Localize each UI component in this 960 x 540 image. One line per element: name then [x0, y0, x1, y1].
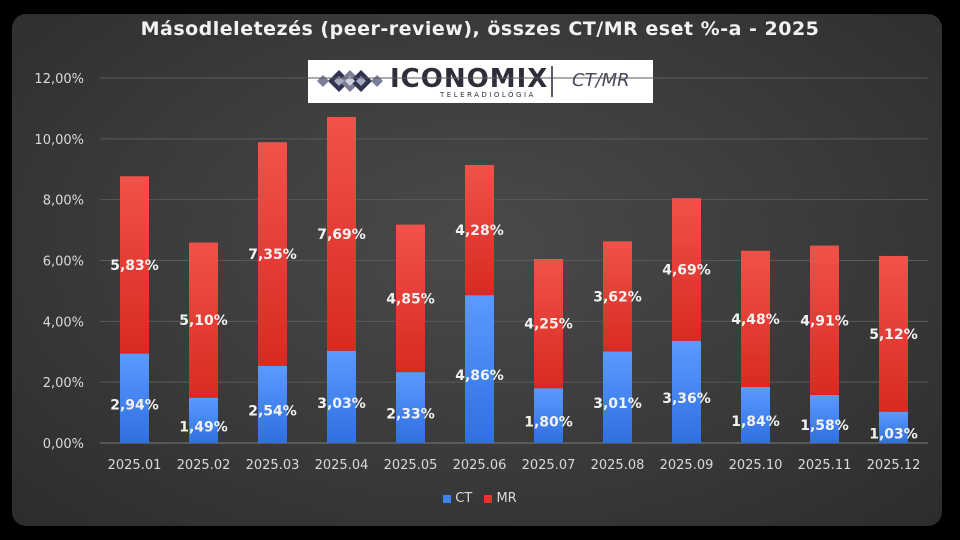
- y-tick-label: 2,00%: [43, 376, 84, 391]
- bar-ct-2025.10: [741, 387, 770, 443]
- x-tick-label: 2025.06: [453, 458, 507, 473]
- data-label-mr: 4,91%: [800, 313, 849, 329]
- bar-mr-2025.04: [327, 116, 356, 351]
- logo-tag: CT/MR: [572, 70, 630, 91]
- bar-mr-2025.12: [879, 255, 908, 412]
- y-tick-label: 6,00%: [43, 255, 84, 270]
- data-label-mr: 4,85%: [386, 291, 435, 307]
- y-tick-label: 0,00%: [43, 437, 84, 452]
- bar-mr-2025.11: [810, 245, 839, 395]
- bar-mr-2025.07: [534, 258, 563, 389]
- x-tick-label: 2025.04: [315, 458, 369, 473]
- data-label-mr: 4,69%: [662, 262, 711, 278]
- bar-mr-2025.03: [258, 142, 287, 366]
- logo-banner: ICONOMIX TELERADIOLÓGIA CT/MR: [308, 60, 653, 103]
- bar-ct-2025.08: [603, 351, 632, 443]
- bars: [120, 116, 908, 443]
- grid-lines: [100, 77, 928, 444]
- data-label-ct: 1,03%: [869, 426, 918, 442]
- x-tick-label: 2025.01: [108, 458, 162, 473]
- logo-divider: [551, 66, 553, 97]
- bar-mr-2025.10: [741, 250, 770, 388]
- data-label-ct: 3,01%: [593, 396, 642, 412]
- x-tick-label: 2025.09: [660, 458, 714, 473]
- bar-ct-2025.04: [327, 350, 356, 443]
- data-label-mr: 5,12%: [869, 327, 918, 343]
- chart-title: Másodleletezés (peer-review), összes CT/…: [140, 18, 820, 40]
- bar-ct-2025.02: [189, 397, 218, 443]
- data-label-ct: 3,36%: [662, 391, 711, 407]
- bar-ct-2025.05: [396, 372, 425, 443]
- legend-label-ct: CT: [455, 491, 473, 506]
- bar-mr-2025.06: [465, 164, 494, 296]
- bar-mr-2025.08: [603, 241, 632, 352]
- legend-swatch-ct: [443, 494, 452, 503]
- x-tick-label: 2025.10: [729, 458, 783, 473]
- data-label-mr: 4,48%: [731, 312, 780, 328]
- data-label-mr: 4,25%: [524, 317, 573, 333]
- bar-ct-2025.01: [120, 353, 149, 443]
- data-label-mr: 7,35%: [248, 247, 297, 263]
- x-tick-label: 2025.05: [384, 458, 438, 473]
- x-tick-label: 2025.03: [246, 458, 300, 473]
- bar-mr-2025.01: [120, 176, 149, 354]
- logo-name: ICONOMIX: [390, 64, 549, 94]
- data-label-ct: 1,58%: [800, 418, 849, 434]
- x-axis-ticks: 2025.01 2025.02 2025.03 2025.04 2025.05 2025.…: [108, 458, 921, 473]
- legend: CT MR: [0, 491, 960, 507]
- legend-item-ct: CT: [443, 491, 472, 506]
- legend-item-mr: MR: [484, 491, 517, 506]
- x-tick-label: 2025.07: [522, 458, 576, 473]
- y-tick-label: 10,00%: [34, 133, 84, 148]
- legend-label-mr: MR: [496, 491, 517, 506]
- legend-swatch-mr: [484, 494, 493, 503]
- data-labels: 2,94% 5,83% 1,49% 5,10% 2,54% 7,35% 3,03% 7,69%…: [110, 223, 918, 442]
- bar-ct-2025.07: [534, 388, 563, 443]
- data-label-mr: 5,10%: [179, 313, 228, 329]
- data-label-mr: 7,69%: [317, 227, 366, 243]
- x-tick-label: 2025.02: [177, 458, 231, 473]
- data-label-mr: 5,83%: [110, 258, 159, 274]
- y-tick-label: 4,00%: [43, 315, 84, 330]
- bar-ct-2025.03: [258, 365, 287, 443]
- data-label-mr: 4,28%: [455, 223, 504, 239]
- bar-ct-2025.06: [465, 295, 494, 443]
- bar-ct-2025.11: [810, 394, 839, 443]
- y-tick-label: 12,00%: [34, 72, 84, 87]
- data-label-ct: 1,84%: [731, 414, 780, 430]
- x-tick-label: 2025.08: [591, 458, 645, 473]
- logo-subtitle: TELERADIOLÓGIA: [440, 91, 536, 99]
- y-tick-label: 8,00%: [43, 194, 84, 209]
- bar-mr-2025.05: [396, 224, 425, 373]
- bar-ct-2025.12: [879, 411, 908, 443]
- bar-mr-2025.02: [189, 242, 218, 398]
- y-axis-ticks: 0,00% 2,00% 4,00% 6,00% 8,00% 10,00% 12,00%: [34, 72, 84, 452]
- data-label-mr: 3,62%: [593, 289, 642, 305]
- data-label-ct: 2,33%: [386, 407, 435, 423]
- data-label-ct: 2,54%: [248, 403, 297, 419]
- x-tick-label: 2025.12: [867, 458, 921, 473]
- data-label-ct: 2,94%: [110, 397, 159, 413]
- data-label-ct: 1,49%: [179, 419, 228, 435]
- bar-mr-2025.09: [672, 198, 701, 341]
- data-label-ct: 4,86%: [455, 368, 504, 384]
- bar-ct-2025.09: [672, 340, 701, 443]
- data-label-ct: 3,03%: [317, 396, 366, 412]
- x-tick-label: 2025.11: [798, 458, 852, 473]
- data-label-ct: 1,80%: [524, 415, 573, 431]
